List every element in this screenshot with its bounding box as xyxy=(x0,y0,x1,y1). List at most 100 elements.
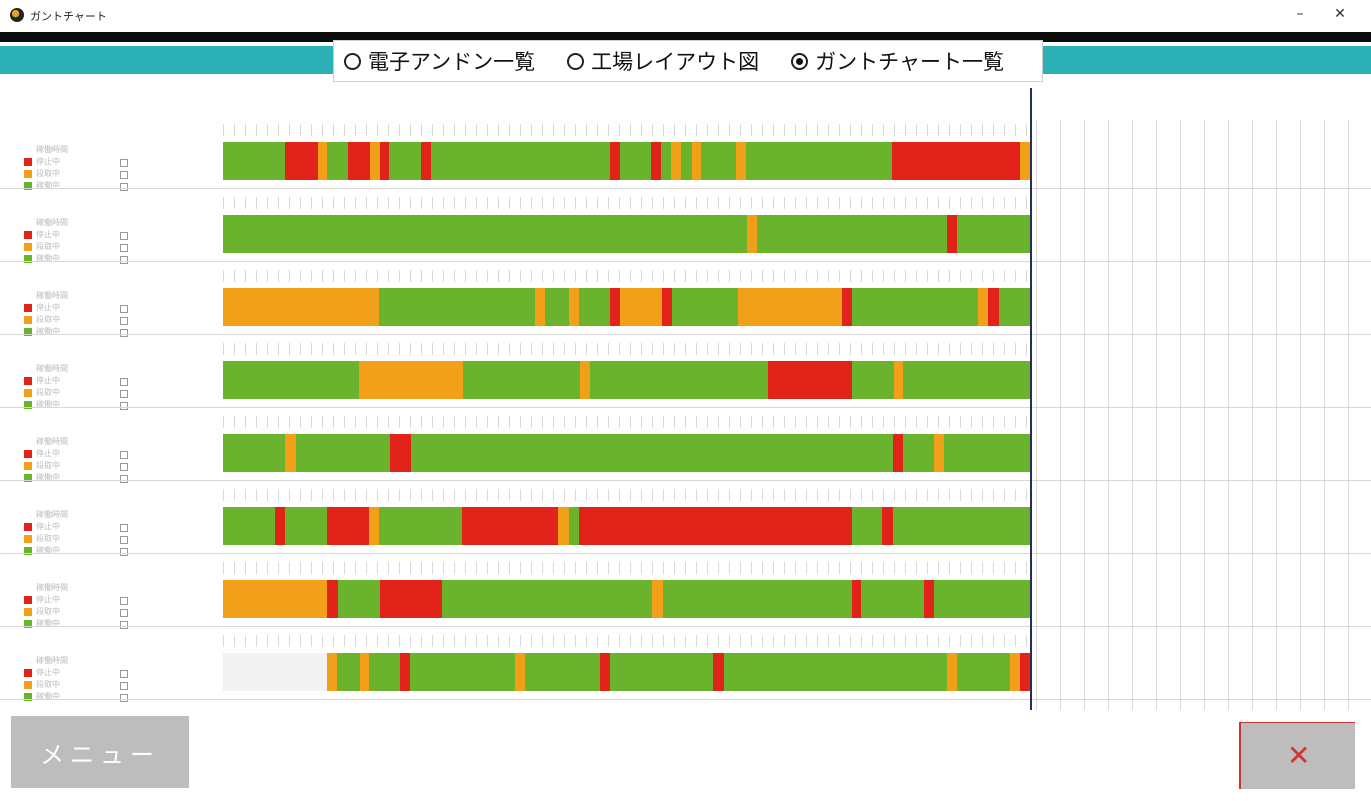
legend-label: 稼働時間 xyxy=(36,218,68,227)
gantt-segment-stopped xyxy=(651,142,661,180)
gantt-segment-stopped xyxy=(841,288,853,326)
legend-checkbox[interactable] xyxy=(120,694,128,702)
legend-swatch xyxy=(24,620,32,628)
gantt-segment-running xyxy=(892,507,1031,545)
gantt-segment-running xyxy=(441,580,653,618)
legend-checkbox[interactable] xyxy=(120,463,128,471)
gantt-segment-stopped xyxy=(610,288,620,326)
gantt-row: 稼働時間 停止中 段取中 稼働中 xyxy=(0,337,1371,410)
gantt-row: 稼働時間 停止中 段取中 稼働中 xyxy=(0,118,1371,191)
legend-checkbox[interactable] xyxy=(120,682,128,690)
legend-checkbox[interactable] xyxy=(120,524,128,532)
gantt-segment-setup xyxy=(934,434,944,472)
gantt-bar xyxy=(223,142,1031,180)
close-button[interactable]: ✕ xyxy=(1334,6,1346,22)
legend-checkbox[interactable] xyxy=(120,548,128,556)
header-band-dark xyxy=(0,32,1371,42)
gantt-segment-stopped xyxy=(1019,653,1031,691)
legend-swatch xyxy=(24,669,32,677)
legend-checkbox[interactable] xyxy=(120,670,128,678)
row-separator xyxy=(0,626,1371,627)
gantt-segment-setup xyxy=(223,580,328,618)
gantt-segment-setup xyxy=(893,361,904,399)
legend-label: 稼働時間 xyxy=(36,291,68,300)
legend-checkbox[interactable] xyxy=(120,159,128,167)
gantt-segment-stopped xyxy=(851,580,862,618)
radio-gantt-list[interactable]: ガントチャート一覧 xyxy=(791,46,1004,76)
gantt-segment-running xyxy=(337,580,380,618)
row-separator xyxy=(0,334,1371,335)
radio-factory-layout[interactable]: 工場レイアウト図 xyxy=(567,46,759,76)
gantt-segment-running xyxy=(723,653,947,691)
gantt-segment-running xyxy=(389,142,421,180)
legend-label: 稼働中 xyxy=(36,327,60,336)
legend-checkbox[interactable] xyxy=(120,451,128,459)
legend-label: 稼働中 xyxy=(36,400,60,409)
legend-swatch xyxy=(24,182,32,190)
gantt-segment-running xyxy=(757,215,947,253)
gantt-segment-setup xyxy=(223,288,379,326)
time-ticks xyxy=(223,635,1031,647)
gantt-segment-running xyxy=(568,507,580,545)
row-legend: 稼働時間 停止中 段取中 稼働中 xyxy=(16,410,196,483)
legend-checkbox[interactable] xyxy=(120,256,128,264)
legend-label: 稼働時間 xyxy=(36,510,68,519)
legend-checkbox[interactable] xyxy=(120,232,128,240)
corner-close-button[interactable]: ✕ xyxy=(1239,722,1355,789)
radio-indicator xyxy=(344,52,361,70)
gantt-segment-running xyxy=(378,507,463,545)
legend-label: 段取中 xyxy=(36,388,60,397)
legend-label: 稼働時間 xyxy=(36,583,68,592)
legend-checkbox[interactable] xyxy=(120,390,128,398)
radio-label: ガントチャート一覧 xyxy=(815,50,1004,74)
legend-swatch xyxy=(24,255,32,263)
row-legend: 稼働時間 停止中 段取中 稼働中 xyxy=(16,629,196,702)
gantt-row: 稼働時間 停止中 段取中 稼働中 xyxy=(0,629,1371,702)
legend-checkbox[interactable] xyxy=(120,244,128,252)
gantt-segment-running xyxy=(956,215,1031,253)
row-legend: 稼働時間 停止中 段取中 稼働中 xyxy=(16,264,196,337)
gantt-bar xyxy=(223,361,1031,399)
gantt-segment-stopped xyxy=(379,142,390,180)
radio-indicator xyxy=(567,52,585,70)
gantt-bar xyxy=(223,288,1031,326)
legend-checkbox[interactable] xyxy=(120,621,128,629)
legend-label: 段取中 xyxy=(36,461,60,470)
gantt-segment-stopped xyxy=(923,580,935,618)
time-ticks xyxy=(223,562,1031,574)
radio-andon-list[interactable]: 電子アンドン一覧 xyxy=(344,46,535,76)
gantt-segment-running xyxy=(851,507,883,545)
legend-label: 稼働中 xyxy=(36,181,60,190)
gantt-segment-setup xyxy=(359,653,370,691)
gantt-segment-running xyxy=(672,288,738,326)
legend-label: 稼働中 xyxy=(36,546,60,555)
minimize-button[interactable]: – xyxy=(1296,6,1304,22)
gantt-segment-running xyxy=(610,653,714,691)
legend-checkbox[interactable] xyxy=(120,536,128,544)
row-legend: 稼働時間 停止中 段取中 稼働中 xyxy=(16,556,196,629)
gantt-segment-running xyxy=(619,142,652,180)
gantt-segment-stopped xyxy=(713,653,724,691)
legend-label: 段取中 xyxy=(36,315,60,324)
legend-label: 稼働時間 xyxy=(36,364,68,373)
legend-checkbox[interactable] xyxy=(120,171,128,179)
close-icon: ✕ xyxy=(1287,739,1311,772)
gantt-segment-stopped xyxy=(599,653,611,691)
legend-checkbox[interactable] xyxy=(120,317,128,325)
legend-checkbox[interactable] xyxy=(120,609,128,617)
legend-checkbox[interactable] xyxy=(120,329,128,337)
legend-checkbox[interactable] xyxy=(120,597,128,605)
legend-checkbox[interactable] xyxy=(120,305,128,313)
app-icon xyxy=(10,8,24,22)
legend-checkbox[interactable] xyxy=(120,475,128,483)
legend-checkbox[interactable] xyxy=(120,378,128,386)
legend-checkbox[interactable] xyxy=(120,402,128,410)
gantt-segment-running xyxy=(525,653,600,691)
gantt-segment-stopped xyxy=(892,434,903,472)
gantt-segment-running xyxy=(223,507,275,545)
window-title: ガントチャート xyxy=(30,10,107,23)
gantt-bar xyxy=(223,434,1031,472)
radio-indicator-selected xyxy=(791,52,809,70)
menu-button[interactable]: メニュー xyxy=(11,716,189,788)
legend-checkbox[interactable] xyxy=(120,183,128,191)
